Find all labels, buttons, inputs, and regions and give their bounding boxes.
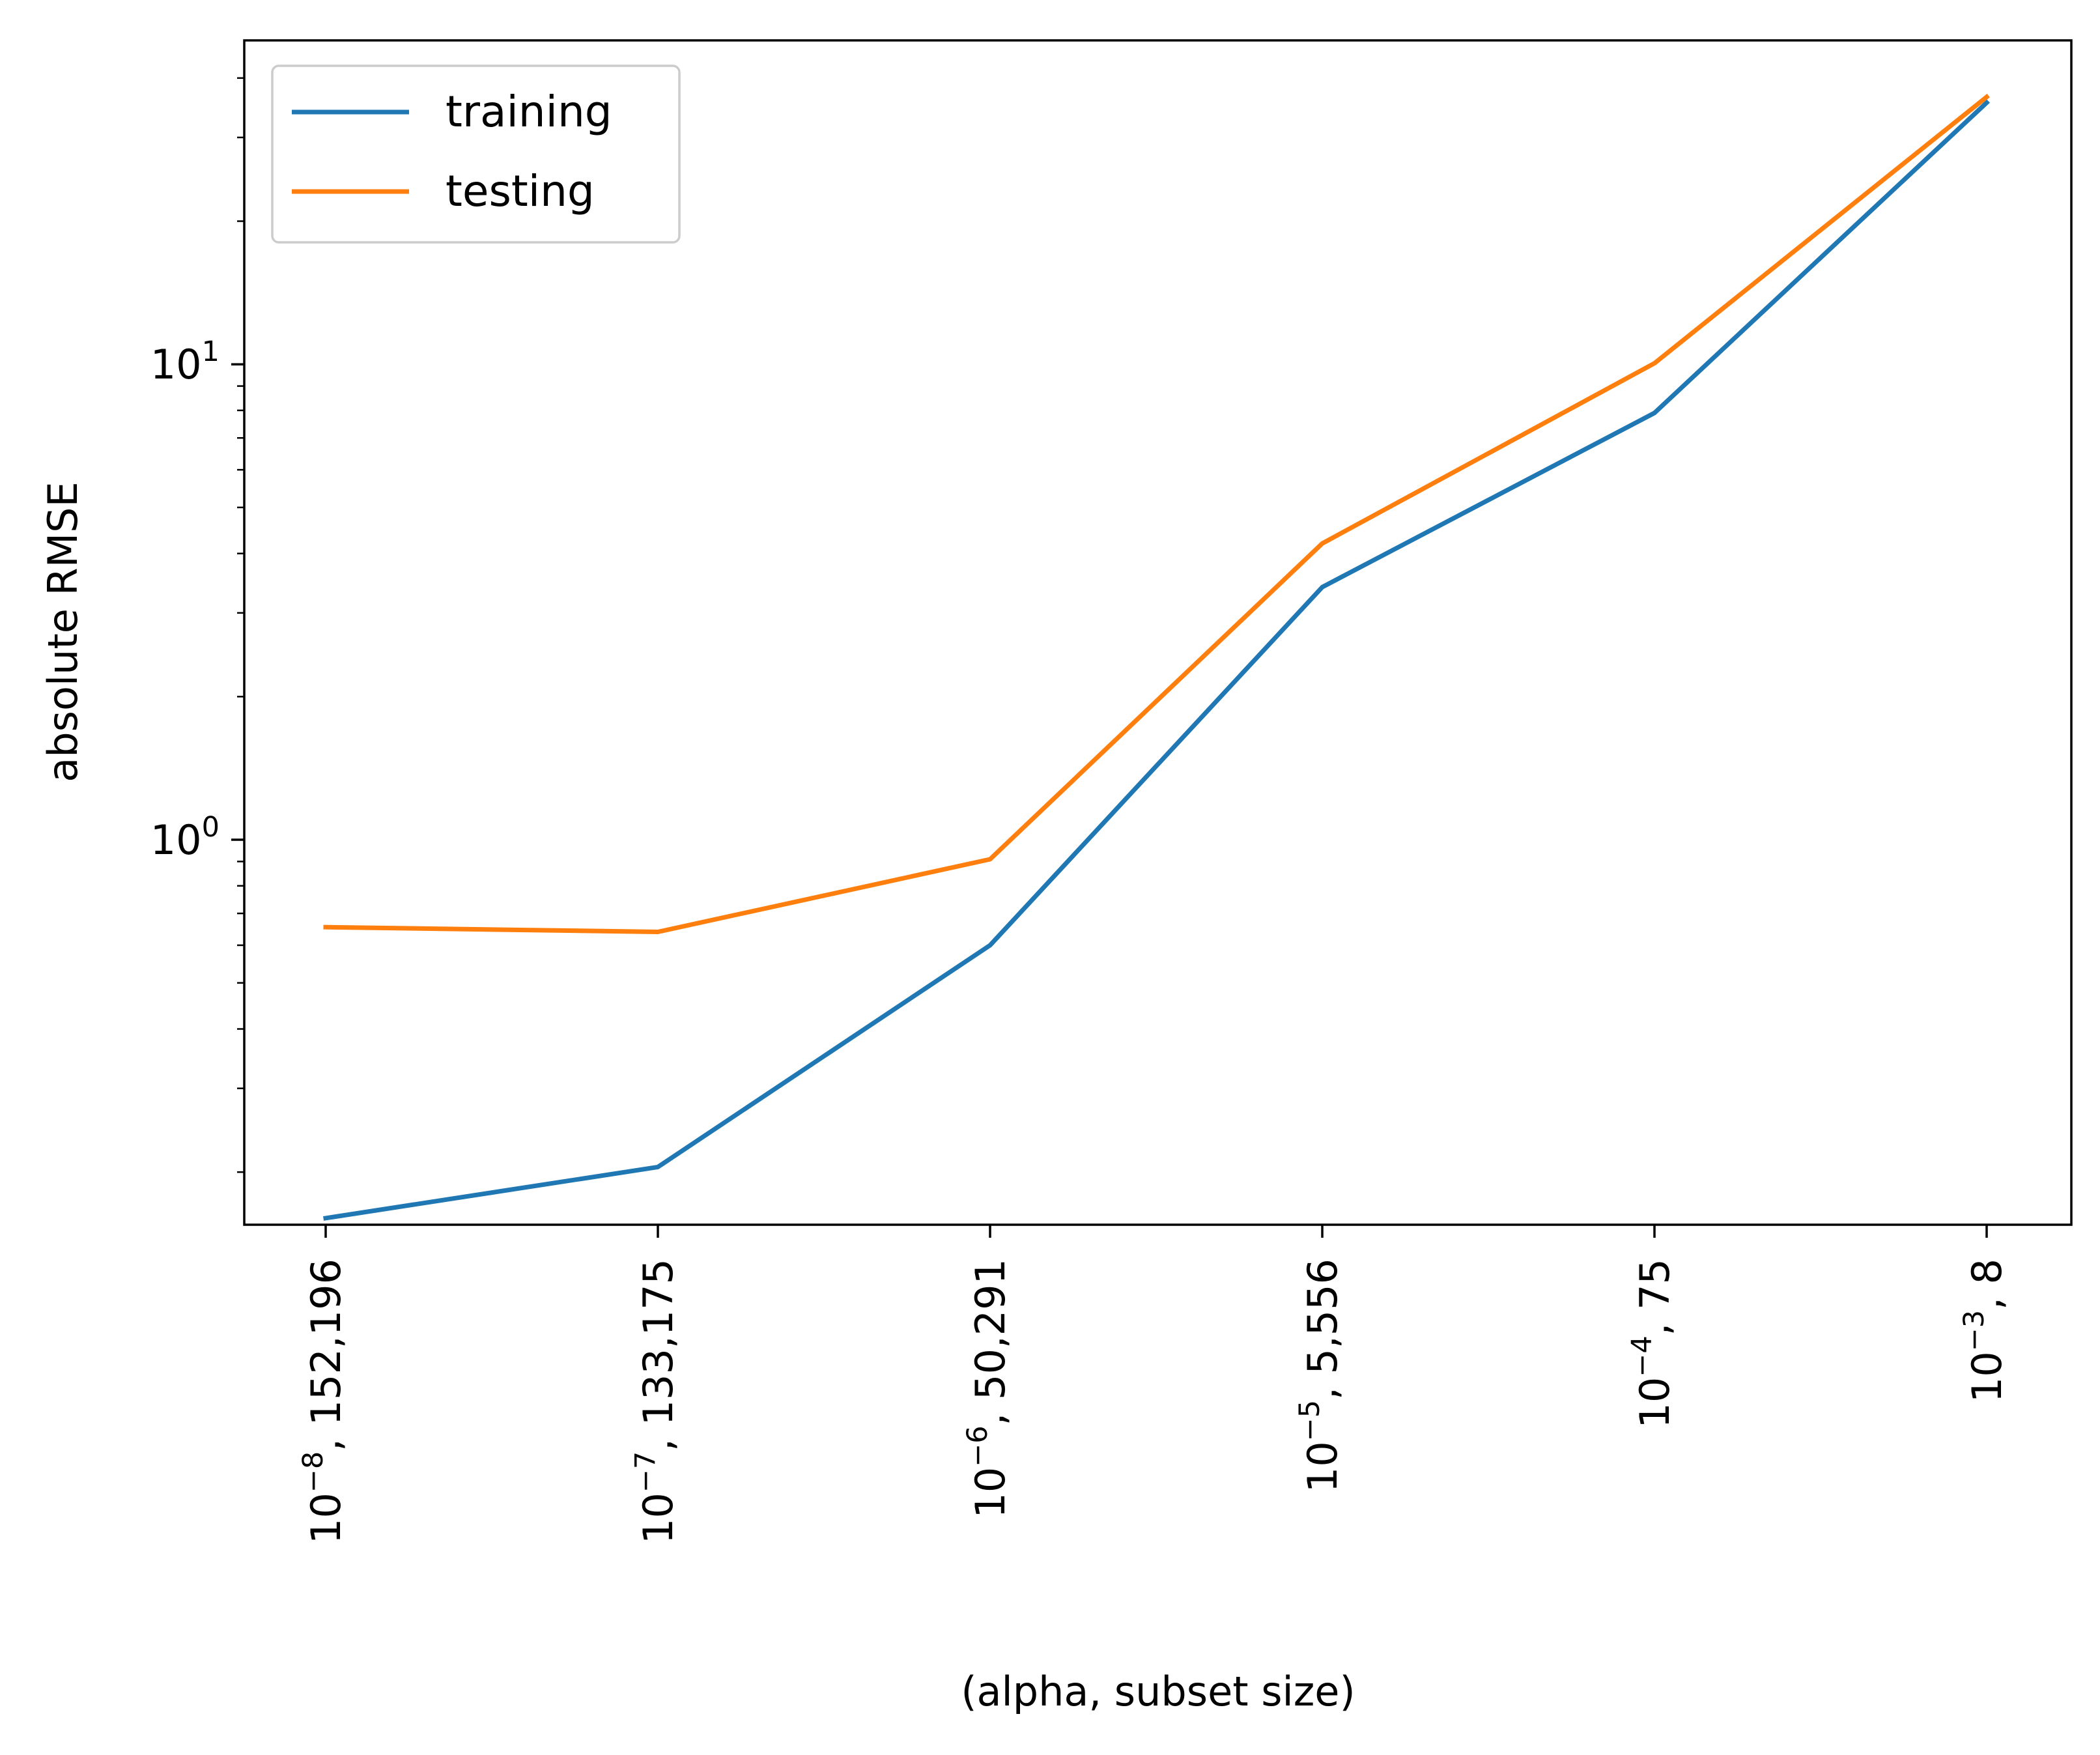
legend: training testing [271, 64, 681, 244]
series-line-training [323, 99, 1990, 1221]
legend-label-testing: testing [446, 166, 595, 216]
x-tick-labels: 10−8, 152,196 10−7, 133,175 10−6, 50,291 10… [297, 1259, 2011, 1544]
y-tick-label: 100 [150, 811, 220, 864]
x-tick-label: 10−4, 75 [1626, 1259, 1679, 1429]
x-tick-label: 10−3, 8 [1958, 1259, 2011, 1403]
x-tick-label: 10−7, 133,175 [629, 1259, 682, 1544]
x-tick-label: 10−6, 50,291 [961, 1259, 1014, 1519]
tick-marks [231, 77, 1988, 1238]
series-line-testing [323, 93, 1990, 934]
x-axis-label: (alpha, subset size) [961, 1668, 1355, 1715]
y-axis-label: absolute RMSE [39, 481, 87, 782]
y-tick-label: 101 [150, 335, 220, 388]
x-tick-label: 10−5, 5,556 [1294, 1259, 1346, 1492]
series-lines [323, 93, 1990, 1221]
y-tick-labels: 100 101 [150, 335, 220, 864]
x-tick-label: 10−8, 152,196 [297, 1259, 350, 1544]
legend-label-training: training [446, 87, 612, 137]
plot-frame [243, 39, 2073, 1226]
